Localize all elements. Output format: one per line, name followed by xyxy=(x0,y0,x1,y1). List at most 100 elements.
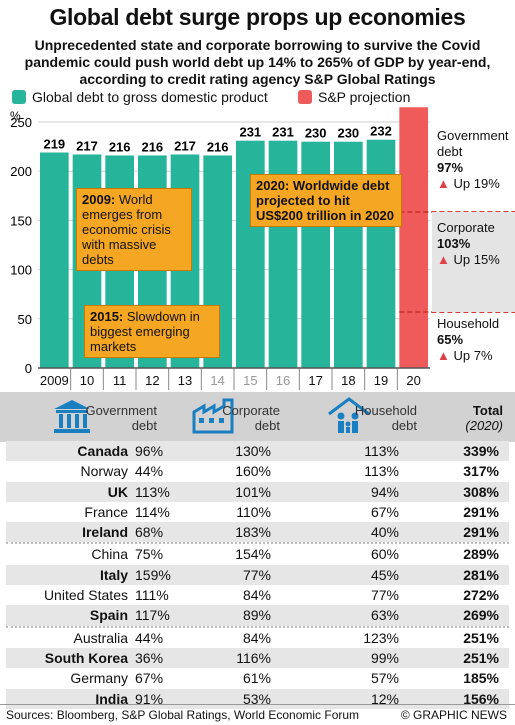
government-cell: 96% xyxy=(135,443,163,459)
credit: © GRAPHIC NEWS xyxy=(401,708,507,722)
household-cell: 45% xyxy=(371,567,399,583)
total-cell: 317% xyxy=(463,463,499,479)
x-tick-label: 12 xyxy=(145,373,159,388)
breakdown-corporate-change-text: Up 15% xyxy=(454,252,500,267)
header-total-label: Total xyxy=(443,403,503,418)
breakdown-corporate: Corporate 103% ▲ Up 15% xyxy=(432,212,515,312)
government-cell: 113% xyxy=(135,484,170,500)
household-cell: 63% xyxy=(371,607,399,623)
y-tick-label: 250 xyxy=(10,115,32,130)
corporate-cell: 77% xyxy=(243,567,271,583)
government-cell: 44% xyxy=(135,630,163,646)
bar-value-label: 232 xyxy=(370,124,392,139)
total-cell: 281% xyxy=(463,567,499,583)
corporate-cell: 89% xyxy=(243,607,271,623)
annotation-2020-year: 2020: xyxy=(256,178,289,193)
bar-value-label: 216 xyxy=(207,139,229,154)
bar-value-label: 230 xyxy=(305,126,327,141)
breakdown-government: Government debt 97% ▲ Up 19% xyxy=(437,128,513,192)
corporate-cell: 183% xyxy=(235,524,271,540)
corporate-cell: 154% xyxy=(235,546,271,562)
x-tick-label: 19 xyxy=(374,373,388,388)
annotation-2015: 2015: Slowdown in biggest emerging marke… xyxy=(84,305,220,358)
corporate-cell: 84% xyxy=(243,587,271,603)
annotation-2009: 2009: World emerges from economic crisis… xyxy=(76,188,192,271)
total-cell: 251% xyxy=(463,630,499,646)
corporate-cell: 84% xyxy=(243,630,271,646)
household-cell: 60% xyxy=(371,546,399,562)
footer: Sources: Bloomberg, S&P Global Ratings, … xyxy=(0,704,515,725)
y-tick-label: 0 xyxy=(25,361,32,376)
household-cell: 77% xyxy=(371,587,399,603)
breakdown-household: Household 65% ▲ Up 7% xyxy=(437,316,513,364)
table-header: Government debt Corporate debt Household… xyxy=(0,392,515,442)
debt-bar xyxy=(40,153,69,368)
page-title: Global debt surge props up economies xyxy=(0,4,515,31)
household-cell: 123% xyxy=(363,630,399,646)
projection-bar xyxy=(399,107,428,368)
breakdown-household-change: ▲ Up 7% xyxy=(437,348,513,364)
total-cell: 185% xyxy=(463,670,499,686)
x-tick-label: 18 xyxy=(341,373,355,388)
bar-value-label: 217 xyxy=(174,138,196,153)
bar-value-label: 217 xyxy=(76,138,98,153)
corporate-cell: 101% xyxy=(235,484,271,500)
legend-swatch-global-debt xyxy=(12,90,26,104)
x-tick-label: 20 xyxy=(406,373,420,388)
x-tick-label: 2009 xyxy=(40,373,69,388)
household-cell: 113% xyxy=(364,463,399,479)
breakdown-government-change: ▲ Up 19% xyxy=(437,176,513,192)
total-cell: 251% xyxy=(463,650,499,666)
household-cell: 57% xyxy=(371,670,399,686)
government-cell: 75% xyxy=(135,546,163,562)
x-tick-label: 13 xyxy=(178,373,192,388)
government-cell: 68% xyxy=(135,524,163,540)
household-cell: 94% xyxy=(371,484,399,500)
corporate-cell: 130% xyxy=(235,443,271,459)
table-row: UK 113% 101% 94% 308% xyxy=(6,482,509,502)
country-cell: UK xyxy=(108,484,128,500)
header-government: Government debt xyxy=(77,403,157,433)
bar-value-label: 230 xyxy=(337,126,359,141)
breakdown-household-share: 65% xyxy=(437,332,513,348)
household-cell: 99% xyxy=(371,650,399,666)
total-cell: 272% xyxy=(463,587,499,603)
up-arrow-icon: ▲ xyxy=(437,348,450,363)
country-cell: Spain xyxy=(90,607,128,623)
table-row: Spain 117% 89% 63% 269% xyxy=(6,605,509,625)
total-cell: 291% xyxy=(463,524,499,540)
government-cell: 117% xyxy=(135,607,170,623)
country-cell: Germany xyxy=(70,670,128,686)
total-cell: 269% xyxy=(463,607,499,623)
annotation-2020: 2020: Worldwide debt projected to hit US… xyxy=(250,174,402,227)
legend: Global debt to gross domestic product S&… xyxy=(0,88,515,108)
legend-swatch-projection xyxy=(298,90,312,104)
y-tick-label: 50 xyxy=(18,312,32,327)
legend-label-projection: S&P projection xyxy=(318,89,410,105)
government-cell: 111% xyxy=(135,587,169,603)
y-tick-label: 100 xyxy=(10,263,32,278)
total-cell: 308% xyxy=(463,484,499,500)
x-tick-label: 11 xyxy=(113,373,127,388)
subtitle: Unprecedented state and corporate borrow… xyxy=(6,37,509,88)
total-cell: 339% xyxy=(463,443,499,459)
bar-value-label: 216 xyxy=(109,139,131,154)
breakdown-household-name: Household xyxy=(437,316,513,332)
household-cell: 113% xyxy=(364,443,399,459)
country-cell: Norway xyxy=(81,463,128,479)
annotation-2009-year: 2009: xyxy=(82,192,115,207)
country-cell: South Korea xyxy=(45,650,128,666)
government-cell: 159% xyxy=(135,567,171,583)
breakdown-government-share: 97% xyxy=(437,160,513,176)
country-cell: Ireland xyxy=(82,524,128,540)
y-tick-label: 150 xyxy=(10,213,32,228)
